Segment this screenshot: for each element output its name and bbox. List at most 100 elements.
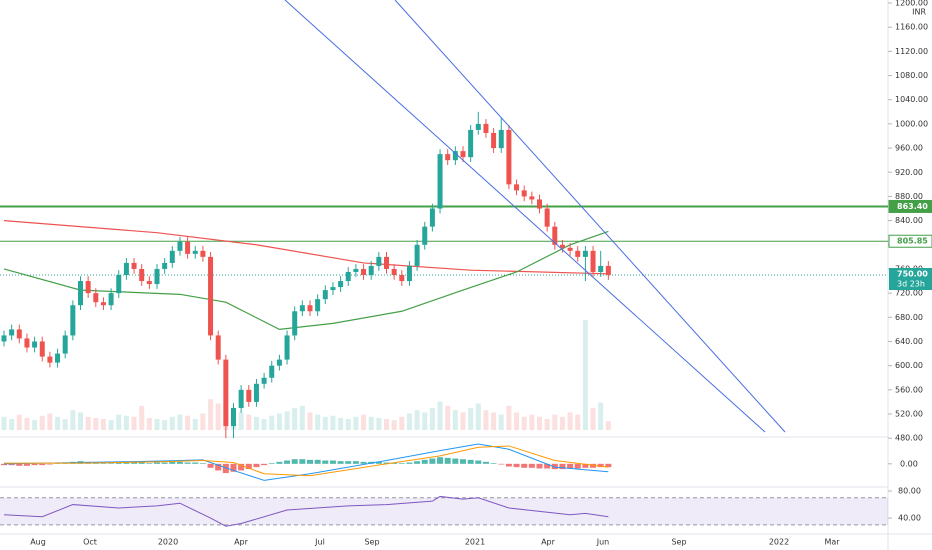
macd-histogram [544, 463, 551, 469]
volume-bar [200, 413, 206, 430]
volume-bar [78, 412, 83, 430]
candle-body [537, 199, 542, 209]
candle-body [177, 241, 183, 251]
volume-bar [315, 414, 321, 430]
candle-body [223, 359, 229, 427]
candle-body [475, 123, 481, 130]
candle-body [215, 335, 221, 360]
macd-histogram [352, 461, 359, 464]
macd-line [3, 443, 609, 481]
candle-body [238, 389, 244, 408]
x-tick-label: Mar [824, 538, 840, 547]
volume-bar [70, 410, 76, 430]
macd-histogram [605, 463, 612, 468]
volume-bar [384, 419, 389, 430]
volume-bar [299, 405, 305, 430]
candle-body [200, 250, 206, 257]
macd-histogram [322, 460, 329, 464]
candle-body [590, 250, 596, 272]
macd-histogram [521, 463, 528, 468]
volume-bar [422, 412, 428, 430]
level-badge [888, 234, 932, 248]
volume-bar [605, 421, 611, 430]
candle-body [514, 184, 520, 191]
volume-bar [414, 410, 420, 430]
volume-bar [330, 415, 336, 430]
volume-bar [177, 414, 183, 430]
x-tick-label: Apr [541, 538, 556, 547]
candle-body [70, 305, 76, 336]
y-tick-label: 840.00 [895, 216, 923, 225]
level-label: 863.40 [897, 202, 928, 211]
candle-body [154, 268, 160, 285]
candle-body [169, 250, 175, 263]
x-tick-label: Jun [596, 538, 610, 547]
candle-body [85, 281, 91, 294]
macd-histogram [169, 461, 176, 464]
volume-bar [16, 414, 22, 430]
candle-body [162, 262, 168, 269]
volume-bar [429, 408, 435, 430]
volume-bar [276, 413, 282, 430]
candle-body [330, 287, 336, 291]
y-tick-label: 1000.00 [895, 119, 928, 128]
macd-histogram [215, 463, 222, 471]
candle-body [32, 341, 38, 348]
candle-body [108, 293, 114, 306]
y-tick-label: 80.00 [898, 487, 921, 496]
volume-bar [498, 414, 504, 430]
macd-histogram [284, 460, 291, 464]
macd-histogram [444, 457, 451, 464]
macd-histogram [314, 459, 321, 464]
last-price-label: 750.00 [897, 270, 928, 279]
candle-body [123, 262, 129, 275]
volume-bar [559, 416, 565, 430]
volume-bar [185, 415, 191, 430]
volume-bar [460, 412, 466, 430]
candle-body [376, 256, 382, 266]
y-tick-label: 520.00 [895, 410, 923, 419]
y-tick-label: 720.00 [895, 289, 923, 298]
macd-histogram [475, 460, 482, 464]
candle-body [399, 275, 405, 282]
volume-bar [139, 405, 145, 430]
x-tick-label: Oct [83, 538, 97, 547]
volume-bar [582, 320, 588, 430]
macd-histogram [31, 463, 38, 466]
macd-histogram [574, 463, 581, 469]
volume-bar [24, 417, 30, 430]
y-tick-label: 960.00 [895, 144, 923, 153]
volume-bar [521, 416, 527, 430]
macd-histogram [115, 462, 122, 464]
candle-body [361, 268, 367, 275]
candle-body [284, 335, 290, 360]
macd-histogram [23, 463, 30, 466]
macd-histogram [590, 463, 597, 468]
macd-histogram [230, 463, 237, 472]
macd-histogram [253, 463, 260, 468]
candle-body [445, 154, 451, 161]
volume-bar [269, 415, 275, 430]
volume-bar [123, 415, 129, 430]
volume-bar [361, 414, 367, 430]
y-tick-label: 640.00 [895, 337, 923, 346]
candle-body [460, 151, 466, 158]
macd-histogram [222, 463, 229, 474]
level-label: 805.85 [897, 237, 928, 246]
macd-histogram [131, 461, 138, 464]
volume-bar [261, 419, 267, 430]
macd-histogram [551, 463, 558, 470]
macd-histogram [192, 462, 199, 464]
volume-bar [100, 419, 106, 430]
last-price-badge [889, 268, 932, 290]
macd-histogram [138, 462, 145, 464]
volume-bar [537, 416, 542, 430]
candle-body [253, 383, 259, 402]
macd-histogram [460, 459, 466, 464]
macd-histogram [245, 463, 252, 470]
candle-body [192, 250, 198, 254]
volume-bar [338, 417, 344, 430]
volume-bar [598, 402, 604, 430]
macd-histogram [16, 463, 23, 466]
